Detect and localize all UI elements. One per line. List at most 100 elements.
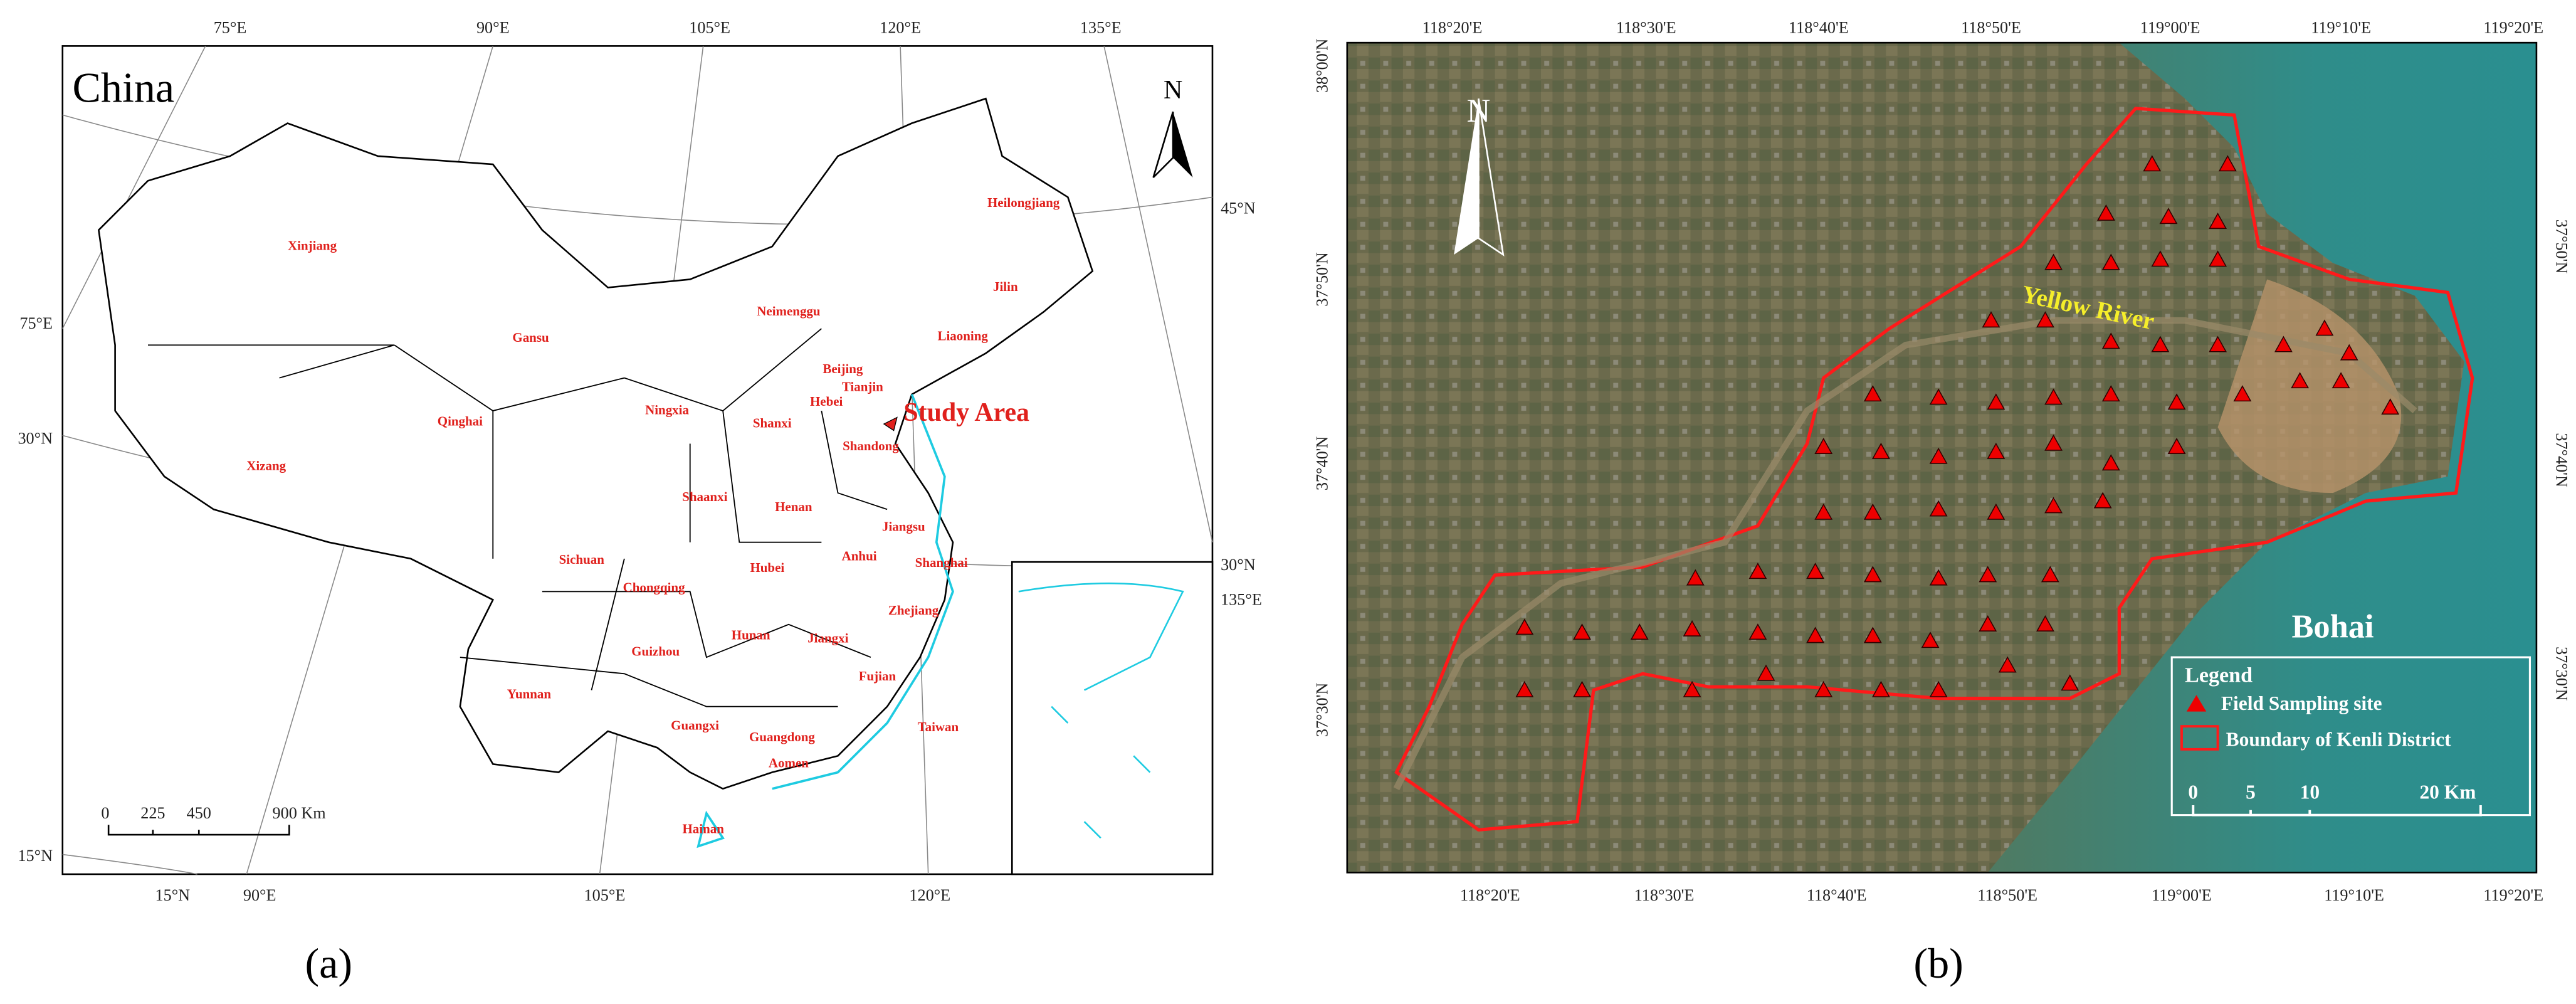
scale-label: 0 xyxy=(101,804,109,822)
legend-symbol xyxy=(2180,725,2219,751)
sampling-site xyxy=(2041,566,2059,583)
sampling-site xyxy=(2101,253,2120,270)
scale-label: 5 xyxy=(2246,781,2256,803)
sampling-site xyxy=(2167,438,2186,454)
sampling-site xyxy=(2209,336,2227,352)
graticule-label: 120°E xyxy=(909,886,950,904)
sampling-site xyxy=(2151,336,2170,352)
sampling-site xyxy=(1987,393,2006,410)
graticule-label: 90°E xyxy=(243,886,276,904)
sampling-site xyxy=(2209,250,2227,267)
sampling-site xyxy=(1863,385,1882,402)
sampling-site xyxy=(1871,442,1890,459)
panel-b: N Yellow River Bohai Legend Field Sampli… xyxy=(1313,18,2570,987)
sampling-site xyxy=(2093,492,2112,509)
province-label: Hubei xyxy=(750,560,784,575)
graticule-label: 15°N xyxy=(18,847,53,865)
sampling-site xyxy=(2036,311,2054,328)
province-label: Neimenggu xyxy=(757,304,821,319)
panel-caption: (a) xyxy=(305,939,352,987)
sampling-sites xyxy=(1515,155,2400,697)
sampling-site xyxy=(1573,680,1591,697)
sampling-site xyxy=(2315,319,2334,336)
sampling-site xyxy=(2044,434,2063,451)
province-label: Jiangsu xyxy=(882,519,925,534)
graticule-label: 119°20'E xyxy=(2483,18,2543,36)
sampling-site xyxy=(1987,503,2006,520)
sampling-site xyxy=(2096,204,2115,221)
sampling-site xyxy=(1979,566,1997,583)
province-label: Jiangxi xyxy=(807,631,848,646)
sampling-site xyxy=(1683,620,1701,637)
province-label: Yunnan xyxy=(507,687,552,702)
scale-label: 20 Km xyxy=(2419,781,2476,803)
inset-islands xyxy=(1018,582,1184,839)
graticule-label: 119°00'E xyxy=(2152,886,2212,904)
sampling-site xyxy=(1929,569,1948,586)
legend-symbol xyxy=(2186,695,2207,712)
scale-bar xyxy=(107,825,290,836)
legend-item: Field Sampling site xyxy=(2221,692,2382,714)
province-label: Chongqing xyxy=(623,579,686,594)
legend-item: Boundary of Kenli District xyxy=(2226,729,2451,751)
sampling-site xyxy=(2101,385,2120,402)
sampling-site xyxy=(1748,623,1767,640)
graticule-label: 37°40'N xyxy=(2552,433,2570,487)
sampling-site xyxy=(1987,442,2006,459)
province-label: Qinghai xyxy=(438,414,483,429)
graticule-label: 75°E xyxy=(19,314,53,332)
graticule-label: 135°E xyxy=(1221,590,1262,608)
graticule-label: 118°40'E xyxy=(1789,18,1849,36)
sampling-site xyxy=(2061,674,2079,691)
sampling-site xyxy=(1683,680,1701,697)
sampling-site xyxy=(1814,503,1833,520)
province-label: Hainan xyxy=(682,821,724,836)
graticule-label: 119°20'E xyxy=(2483,886,2543,904)
north-arrow xyxy=(1478,98,1505,256)
province-label: Gansu xyxy=(512,330,549,345)
province-label: Guangdong xyxy=(749,729,815,744)
province-label: Ningxia xyxy=(645,402,689,417)
graticule-label: 37°50'N xyxy=(1313,252,1331,307)
province-label: Anhui xyxy=(842,549,877,564)
yellow-river xyxy=(1393,317,2417,791)
graticule-label: 118°20'E xyxy=(1460,886,1520,904)
graticule-label: 30°N xyxy=(18,429,53,447)
sampling-site xyxy=(2044,253,2063,270)
north-label: N xyxy=(1467,93,1491,129)
sampling-site xyxy=(1863,626,1882,643)
sampling-site xyxy=(1979,615,1997,631)
province-label: Jilin xyxy=(993,279,1018,294)
graticule-label: 37°50'N xyxy=(2552,219,2570,274)
graticule-label: 37°30'N xyxy=(2552,647,2570,701)
province-borders xyxy=(148,328,888,707)
graticule-label: 90°E xyxy=(476,18,510,36)
graticule-label: 120°E xyxy=(880,18,921,36)
province-label: Aomen xyxy=(769,756,809,771)
sampling-site xyxy=(1573,623,1591,640)
sea-label: Bohai xyxy=(2291,609,2374,645)
sampling-site xyxy=(1515,680,1534,697)
graticule-label: 118°50'E xyxy=(1961,18,2021,36)
sampling-site xyxy=(1871,680,1890,697)
sampling-site xyxy=(2340,344,2358,361)
province-label: Beijing xyxy=(823,361,863,376)
sampling-site xyxy=(1814,438,1833,454)
province-label: Liaoning xyxy=(938,328,989,343)
kenli-boundary xyxy=(1394,107,2474,832)
graticule-label: 75°E xyxy=(214,18,247,36)
legend-title: Legend xyxy=(2185,663,2253,687)
graticule-label: 135°E xyxy=(1080,18,1122,36)
province-label: Shanxi xyxy=(753,415,792,430)
sampling-site xyxy=(2209,213,2227,230)
sampling-site xyxy=(2167,393,2186,410)
sampling-site xyxy=(2233,385,2252,402)
province-label: Sichuan xyxy=(559,552,605,567)
scale-label: 225 xyxy=(140,804,165,822)
graticule-label: 105°E xyxy=(689,18,730,36)
sampling-site xyxy=(1929,447,1948,464)
graticule-label: 119°00'E xyxy=(2140,18,2200,36)
province-label: Guizhou xyxy=(631,643,680,658)
map-frame xyxy=(1346,41,2538,874)
sampling-site xyxy=(1686,569,1705,586)
